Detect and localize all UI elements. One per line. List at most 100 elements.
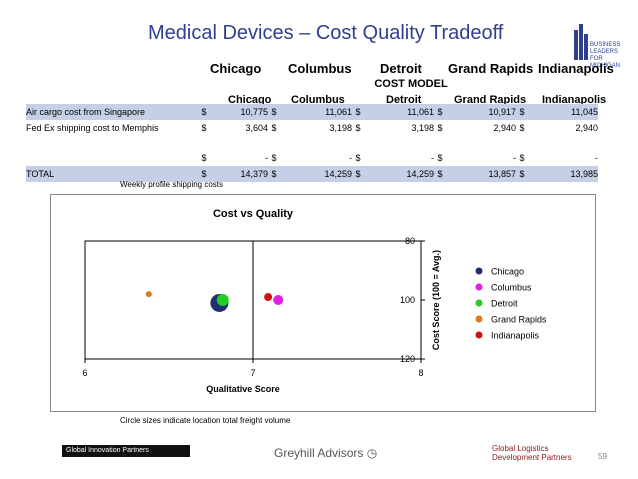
cell-value: - — [265, 153, 268, 163]
currency: $ — [355, 123, 361, 133]
currency: $ — [516, 104, 528, 120]
business-leaders-logo: BUSINESS LEADERS FOR MICHIGAN — [572, 22, 626, 69]
cost-table: Air cargo cost from Singapore $ 10,775 $… — [26, 104, 598, 182]
currency: $ — [437, 123, 443, 133]
page-title: Medical Devices – Cost Quality Tradeoff — [148, 22, 504, 44]
chart-svg: Cost vs Quality 6 7 8 80 100 120 Qualitative Sc… — [82, 208, 547, 394]
logistics-partners-logo: Global Logistics Development Partners — [492, 444, 572, 462]
row-label — [26, 150, 198, 166]
city-header-chicago: Chicago — [210, 61, 262, 76]
cell-value: - — [349, 153, 352, 163]
y-tick-label: 80 — [405, 236, 415, 246]
currency: $ — [352, 104, 364, 120]
legend-label-grand-rapids: Grand Rapids — [491, 315, 547, 325]
cell-value: 10,775 — [210, 104, 268, 120]
logistics-line2: Development Partners — [492, 453, 572, 462]
y-axis-label: Cost Score (100 = Avg.) — [431, 250, 441, 350]
currency: $ — [271, 153, 277, 163]
col-header-detroit: Detroit — [386, 94, 422, 106]
legend-marker-chicago — [475, 267, 483, 275]
point-detroit — [216, 294, 229, 306]
greyhill-text: Greyhill Advisors — [274, 446, 364, 460]
currency: $ — [434, 104, 446, 120]
currency: $ — [268, 166, 280, 182]
cell-value: - — [431, 153, 434, 163]
currency: $ — [201, 153, 207, 163]
currency: $ — [519, 123, 525, 133]
currency: $ — [198, 104, 210, 120]
col-header-grand-rapids: Grand Rapids — [454, 94, 527, 106]
clock-icon: ◷ — [366, 446, 378, 460]
cell-value: 11,061 — [280, 104, 352, 120]
table-row-total: TOTAL $ 14,379 $ 14,259 $ 14,259 $ 13,85… — [26, 166, 598, 182]
building-icon — [574, 24, 588, 60]
row-label: Fed Ex shipping cost to Memphis — [26, 123, 159, 133]
cost-vs-quality-chart: Cost vs Quality 6 7 8 80 100 120 Qualitative Sc… — [50, 194, 596, 412]
logistics-line1: Global Logistics — [492, 444, 549, 453]
y-tick-label: 120 — [400, 354, 415, 364]
col-header-chicago: Chicago — [228, 94, 272, 106]
x-tick-label: 6 — [82, 368, 87, 378]
legend-label-columbus: Columbus — [491, 283, 532, 293]
currency: $ — [437, 153, 443, 163]
x-axis-label: Qualitative Score — [206, 384, 280, 394]
cell-value: 13,985 — [528, 166, 598, 182]
currency: $ — [434, 166, 446, 182]
currency: $ — [268, 104, 280, 120]
legend-label-detroit: Detroit — [491, 299, 518, 309]
city-header-columbus: Columbus — [288, 61, 352, 76]
point-grand-rapids — [145, 291, 152, 298]
currency: $ — [516, 166, 528, 182]
currency: $ — [355, 153, 361, 163]
cell-value: 2,940 — [493, 123, 516, 133]
x-tick-label: 7 — [250, 368, 255, 378]
legend-marker-detroit — [475, 299, 483, 307]
cell-value: 14,379 — [210, 166, 268, 182]
cell-value: 3,198 — [329, 123, 352, 133]
table-row-spacer — [26, 136, 598, 150]
row-label: TOTAL — [26, 166, 198, 182]
y-tick-label: 100 — [400, 295, 415, 305]
table-row: Fed Ex shipping cost to Memphis $ 3,604 … — [26, 120, 598, 136]
cell-value: 11,061 — [364, 104, 434, 120]
circle-note: Circle sizes indicate location total fre… — [120, 416, 291, 425]
cell-value: 10,917 — [446, 104, 516, 120]
cell-value: 3,604 — [245, 123, 268, 133]
city-header-indianapolis: Indianapolis — [538, 61, 614, 76]
x-tick-label: 8 — [418, 368, 423, 378]
cell-value: - — [513, 153, 516, 163]
legend-marker-grand-rapids — [475, 315, 483, 323]
currency: $ — [198, 166, 210, 182]
weekly-note: Weekly profile shipping costs — [120, 180, 224, 189]
cell-value: 14,259 — [364, 166, 434, 182]
legend-label-indianapolis: Indianapolis — [491, 331, 540, 341]
row-label: Air cargo cost from Singapore — [26, 104, 198, 120]
cell-value: 11,045 — [528, 104, 598, 120]
greyhill-advisors-logo: Greyhill Advisors ◷ — [274, 446, 377, 460]
city-header-grand-rapids: Grand Rapids — [448, 61, 534, 76]
city-header-detroit: Detroit — [380, 61, 422, 76]
table-row: $ - $ - $ - $ - $ - — [26, 150, 598, 166]
legend-label-chicago: Chicago — [491, 267, 524, 277]
point-columbus — [273, 295, 284, 305]
currency: $ — [271, 123, 277, 133]
point-indianapolis — [264, 293, 273, 302]
cell-value: - — [595, 153, 598, 163]
logo-text: BUSINESS LEADERS FOR MICHIGAN — [590, 42, 621, 69]
cost-model-label: COST MODEL — [374, 78, 448, 90]
page-number: 59 — [598, 452, 607, 461]
table-row: Air cargo cost from Singapore $ 10,775 $… — [26, 104, 598, 120]
cell-value: 14,259 — [280, 166, 352, 182]
col-header-indianapolis: Indianapolis — [542, 94, 607, 106]
chart-title: Cost vs Quality — [213, 208, 294, 220]
col-header-columbus: Columbus — [291, 94, 345, 106]
currency: $ — [352, 166, 364, 182]
cell-value: 3,198 — [411, 123, 434, 133]
cell-value: 2,940 — [575, 123, 598, 133]
legend-marker-columbus — [475, 283, 483, 291]
cell-value: 13,857 — [446, 166, 516, 182]
currency: $ — [519, 153, 525, 163]
currency: $ — [201, 123, 207, 133]
legend-marker-indianapolis — [475, 331, 483, 339]
global-innovation-partners-logo: Global Innovation Partners — [62, 445, 190, 457]
